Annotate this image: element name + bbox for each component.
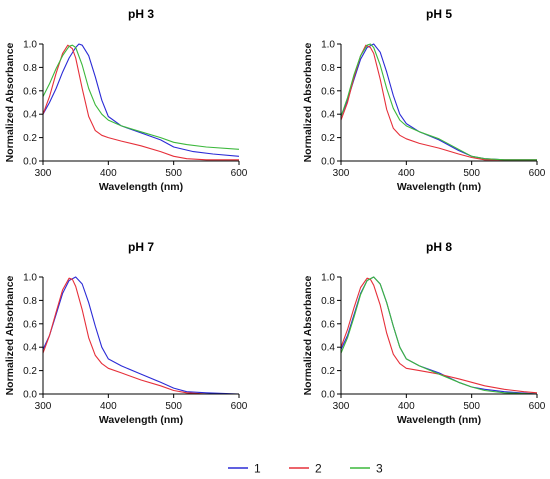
- y-tick-label: 1.0: [23, 273, 37, 284]
- x-tick-label: 300: [333, 168, 350, 179]
- y-tick-label: 0.8: [23, 296, 37, 307]
- x-tick-label: 400: [398, 401, 415, 412]
- x-axis-label: Wavelength (nm): [397, 181, 481, 193]
- y-tick-label: 1.0: [321, 273, 335, 284]
- x-tick-label: 600: [529, 168, 546, 179]
- y-tick-label: 0.2: [321, 133, 335, 144]
- panel-ph-7: pH 7 0.0 0.2 0.4 0.6 0.8 1.0 300 400 500 600 Wavele…: [4, 240, 248, 426]
- x-axis-label: Wavelength (nm): [99, 181, 183, 193]
- y-tick-label: 0.0: [321, 390, 335, 401]
- legend-item-1: 1: [228, 462, 261, 476]
- y-tick-label: 0.2: [321, 366, 335, 377]
- y-tick-label: 0.6: [321, 319, 335, 330]
- y-tick-label: 1.0: [321, 40, 335, 51]
- x-axis-label: Wavelength (nm): [397, 414, 481, 426]
- x-tick-label: 500: [463, 168, 480, 179]
- series-line-1: [340, 276, 538, 395]
- series-line-1: [42, 276, 240, 395]
- y-tick-label: 0.0: [23, 157, 37, 168]
- legend-item-3: 3: [350, 462, 383, 476]
- x-tick-label: 600: [231, 401, 248, 412]
- panel-ph-5: pH 5 0.0 0.2 0.4 0.6 0.8 1.0 300 400 500 600 Wavele…: [302, 7, 546, 193]
- x-tick-label: 600: [231, 168, 248, 179]
- x-tick-label: 500: [165, 401, 182, 412]
- series-line-1: [340, 43, 537, 161]
- y-axis-label: Normalized Absorbance: [4, 42, 16, 162]
- x-tick-label: 400: [100, 401, 117, 412]
- y-tick-label: 0.0: [23, 390, 37, 401]
- panel-title: pH 3: [128, 7, 154, 21]
- x-tick-label: 500: [463, 401, 480, 412]
- y-tick-label: 0.0: [321, 157, 335, 168]
- panel-ph-8: pH 8 0.0 0.2 0.4 0.6 0.8 1.0 300 400 500 600 Wavele…: [302, 240, 546, 426]
- y-tick-label: 0.4: [321, 110, 335, 121]
- y-tick-label: 0.2: [23, 133, 37, 144]
- x-tick-label: 500: [165, 168, 182, 179]
- series-line-2: [42, 44, 239, 161]
- x-tick-label: 300: [35, 168, 52, 179]
- y-axis-label: Normalized Absorbance: [302, 275, 314, 395]
- y-tick-label: 0.2: [23, 366, 37, 377]
- y-axis-label: Normalized Absorbance: [302, 42, 314, 162]
- y-tick-label: 0.6: [321, 86, 335, 97]
- y-tick-label: 0.8: [321, 63, 335, 74]
- y-tick-label: 0.4: [23, 343, 37, 354]
- series-line-2: [340, 44, 537, 161]
- y-tick-label: 0.4: [23, 110, 37, 121]
- y-tick-label: 1.0: [23, 40, 37, 51]
- panel-title: pH 7: [128, 240, 154, 254]
- y-tick-label: 0.6: [23, 86, 37, 97]
- series-line-2: [340, 277, 538, 394]
- y-tick-label: 0.4: [321, 343, 335, 354]
- legend-item-2: 2: [289, 462, 322, 476]
- x-tick-label: 600: [529, 401, 546, 412]
- series-line-1: [42, 43, 240, 157]
- legend-label: 3: [376, 462, 383, 476]
- panel-title: pH 8: [426, 240, 452, 254]
- legend-label: 1: [254, 462, 261, 476]
- x-tick-label: 400: [398, 168, 415, 179]
- panel-title: pH 5: [426, 7, 452, 21]
- legend: 1 2 3: [228, 462, 383, 476]
- series-line-2: [42, 277, 239, 395]
- x-tick-label: 400: [100, 168, 117, 179]
- y-tick-label: 0.8: [321, 296, 335, 307]
- series-line-3: [340, 276, 538, 395]
- y-tick-label: 0.6: [23, 319, 37, 330]
- panel-ph-3: pH 3 0.0 0.2 0.4 0.6 0.8 1.0 300 400 500 600 Wavele…: [4, 7, 248, 193]
- x-axis-label: Wavelength (nm): [99, 414, 183, 426]
- x-tick-label: 300: [333, 401, 350, 412]
- legend-label: 2: [315, 462, 322, 476]
- series-line-3: [42, 44, 240, 150]
- x-tick-label: 300: [35, 401, 52, 412]
- series-line-3: [340, 43, 537, 161]
- y-tick-label: 0.8: [23, 63, 37, 74]
- y-axis-label: Normalized Absorbance: [4, 275, 16, 395]
